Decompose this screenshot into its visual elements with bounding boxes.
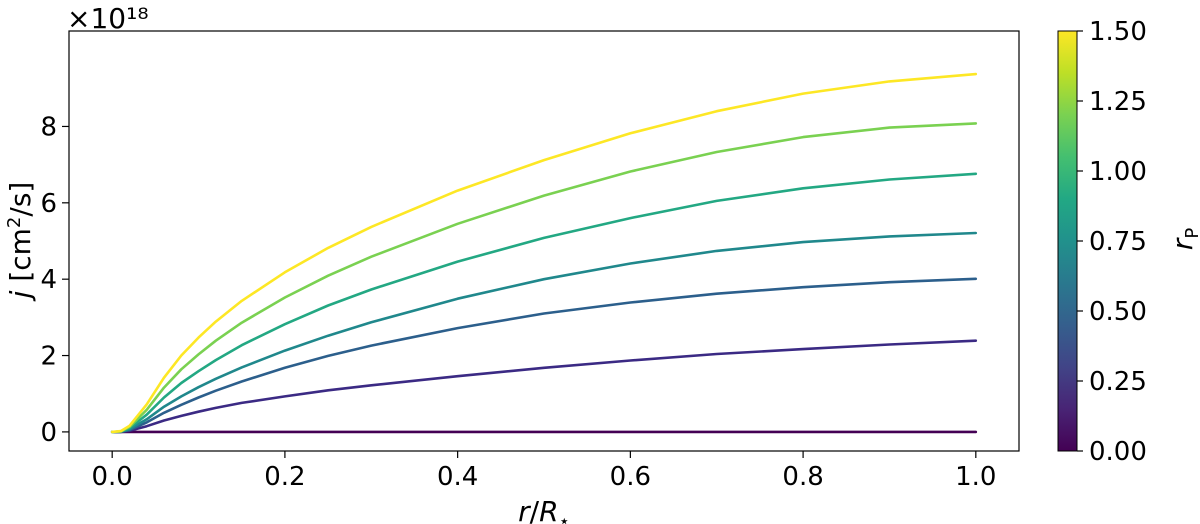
- series-layer: [110, 72, 978, 434]
- colorbar-tick-label: 0.25: [1089, 367, 1147, 397]
- y-axis-ticks: 0 2 4 6 8: [40, 112, 69, 448]
- colorbar-tick-label: 1.50: [1089, 17, 1147, 47]
- colorbar-tick-label: 0.75: [1089, 227, 1147, 257]
- series-line-6: [110, 72, 978, 434]
- series-line-2: [110, 277, 978, 434]
- colorbar-tick-label: 1.25: [1089, 87, 1147, 117]
- x-tick-label: 0.6: [610, 462, 651, 492]
- x-tick-label: 0.4: [437, 462, 478, 492]
- x-axis-ticks: 0.0 0.2 0.4 0.6 0.8 1.0: [92, 451, 996, 492]
- series-line-5: [110, 122, 978, 434]
- series-line-3: [110, 231, 978, 434]
- y-tick-label: 6: [40, 189, 57, 219]
- y-tick-label: 8: [40, 112, 57, 142]
- x-tick-label: 0.8: [782, 462, 823, 492]
- x-tick-label: 1.0: [955, 462, 996, 492]
- x-tick-label: 0.2: [264, 462, 305, 492]
- colorbar-label: rP: [1166, 228, 1200, 251]
- x-tick-label: 0.0: [92, 462, 133, 492]
- colorbar: [1058, 31, 1077, 451]
- y-tick-label: 2: [40, 342, 57, 372]
- y-axis-label: j [cm2/s]: [4, 182, 37, 303]
- colorbar-tick-label: 0.50: [1089, 297, 1147, 327]
- y-axis-multiplier: ×10¹⁸: [67, 2, 149, 35]
- series-line-4: [110, 172, 978, 434]
- y-tick-label: 4: [40, 265, 57, 295]
- x-axis-label: r/R⋆: [518, 495, 570, 524]
- colorbar-tick-label: 1.00: [1089, 157, 1147, 187]
- series-line-1: [110, 339, 978, 434]
- colorbar-tick-label: 0.00: [1089, 437, 1147, 467]
- plot-frame: [68, 30, 1020, 452]
- y-tick-label: 0: [40, 418, 57, 448]
- colorbar-ticks: 0.00 0.25 0.50 0.75 1.00 1.25 1.50: [1077, 17, 1147, 467]
